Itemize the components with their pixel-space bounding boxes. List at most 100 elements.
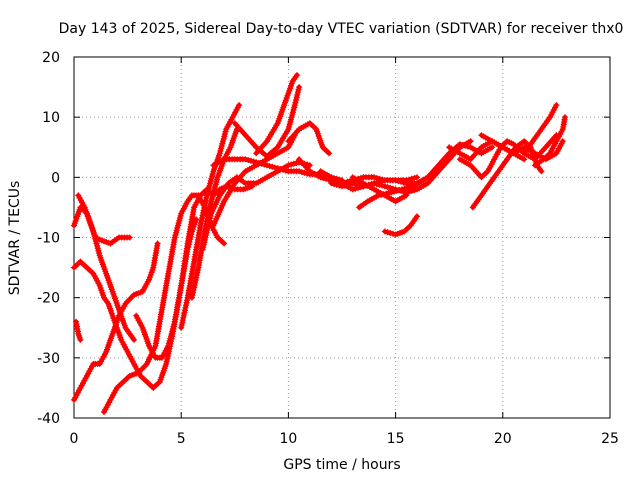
x-tick-label-0: 0 <box>70 431 79 447</box>
series-prn-u <box>381 213 420 238</box>
data-point-16-29 <box>387 184 394 191</box>
data-point-17-30 <box>408 175 415 182</box>
data-point-11-18 <box>255 160 262 166</box>
axis-ticks: 0 5 10 15 20 25 -40 -30 -20 -10 0 10 20 <box>37 50 619 447</box>
series-prn-z <box>521 102 560 157</box>
series-prn-a <box>73 318 84 343</box>
data-point-9-64 <box>306 162 313 169</box>
series-prn-n <box>253 72 300 157</box>
data-point-11-23 <box>269 163 276 170</box>
data-point-17-29 <box>406 176 412 183</box>
x-tick-label-5: 25 <box>601 431 619 447</box>
data-point-17-9 <box>352 181 359 188</box>
data-point-11-19 <box>258 160 265 167</box>
data-point-12-49 <box>296 84 303 91</box>
data-point-17-5 <box>341 182 348 189</box>
data-point-11-33 <box>296 168 303 175</box>
series-prn-t <box>356 177 427 211</box>
data-point-7-92 <box>236 102 243 109</box>
data-point-11-34 <box>298 169 305 176</box>
data-point-17-8 <box>349 180 356 187</box>
x-axis-label: GPS time / hours <box>283 457 400 473</box>
series-prn-m <box>231 84 303 160</box>
data-point-17-3 <box>336 182 343 189</box>
data-point-21-36 <box>521 156 528 163</box>
data-point-1-73 <box>154 240 161 247</box>
data-point-16-15 <box>349 186 356 193</box>
series-prn-j <box>199 159 313 253</box>
data-point-16-67 <box>467 138 474 145</box>
y-tick-label-5: 10 <box>42 110 60 126</box>
series-prn-i <box>188 126 240 301</box>
data-point-0-8 <box>77 336 84 343</box>
data-point-19-19 <box>401 185 408 192</box>
data-point-19-21 <box>407 184 414 191</box>
data-point-17-0 <box>328 180 335 187</box>
data-point-11-27 <box>280 166 286 173</box>
x-tick-label-1: 5 <box>177 431 186 447</box>
data-point-11-20 <box>261 161 268 168</box>
data-point-14-27 <box>326 150 333 157</box>
y-tick-label-3: -10 <box>37 231 60 247</box>
data-point-11-15 <box>247 157 254 164</box>
data-point-11-17 <box>253 159 260 166</box>
grid-lines <box>74 57 610 418</box>
data-point-17-17 <box>373 179 380 186</box>
data-point-17-19 <box>379 178 386 185</box>
y-tick-label-0: -40 <box>37 411 60 427</box>
data-point-9-57 <box>288 161 295 168</box>
data-point-26-23 <box>562 114 568 121</box>
data-point-17-32 <box>414 174 420 181</box>
data-point-11-25 <box>274 165 281 172</box>
data-point-19-14 <box>388 189 395 196</box>
data-point-9-56 <box>285 162 292 169</box>
data-point-17-18 <box>376 178 383 185</box>
data-point-11-24 <box>272 164 278 171</box>
y-tick-label-2: -20 <box>37 291 60 307</box>
series-prn-o <box>285 120 333 157</box>
data-point-17-2 <box>333 181 340 188</box>
data-point-20-16 <box>414 213 420 220</box>
data-point-23-49 <box>538 168 545 175</box>
y-tick-label-6: 20 <box>42 50 60 66</box>
x-tick-label-4: 20 <box>494 431 512 447</box>
data-point-20-2 <box>387 230 394 236</box>
series-prn-d <box>71 204 137 343</box>
series-prn-aa <box>532 114 568 169</box>
data-point-11-35 <box>301 169 308 176</box>
data-point-9-59 <box>293 160 300 166</box>
x-tick-label-3: 15 <box>387 431 405 447</box>
y-tick-label-4: 0 <box>51 170 60 186</box>
data-point-17-7 <box>347 181 353 188</box>
data-point-20-0 <box>381 228 388 235</box>
series-prn-r <box>328 174 420 190</box>
data-point-5-123 <box>221 240 228 247</box>
data-point-19-18 <box>399 186 405 193</box>
data-point-4-33 <box>126 234 133 241</box>
chart-title: Day 143 of 2025, Sidereal Day-to-day VTE… <box>59 21 624 37</box>
data-point-17-4 <box>339 183 345 190</box>
data-point-19-15 <box>391 188 397 195</box>
x-tick-label-2: 10 <box>279 431 297 447</box>
series-prn-h <box>178 102 243 331</box>
data-point-19-20 <box>404 184 411 191</box>
data-point-11-14 <box>245 157 252 163</box>
data-point-11-13 <box>242 156 249 163</box>
data-point-24-40 <box>559 138 566 145</box>
data-point-25-23 <box>553 102 560 109</box>
data-point-19-16 <box>393 187 400 194</box>
data-point-19-27 <box>420 177 427 184</box>
data-point-13-35 <box>294 72 300 79</box>
data-point-17-28 <box>403 177 410 184</box>
series-prn-e <box>75 192 133 247</box>
data-point-11-28 <box>282 167 289 174</box>
data-point-18-25 <box>403 192 410 199</box>
data-point-15-84 <box>489 144 496 151</box>
data-point-16-27 <box>381 183 388 190</box>
data-point-3-68 <box>131 336 137 343</box>
series-prn-s <box>349 174 410 205</box>
data-marks <box>71 72 568 415</box>
y-tick-label-1: -30 <box>37 351 60 367</box>
data-point-15-12 <box>320 175 327 182</box>
